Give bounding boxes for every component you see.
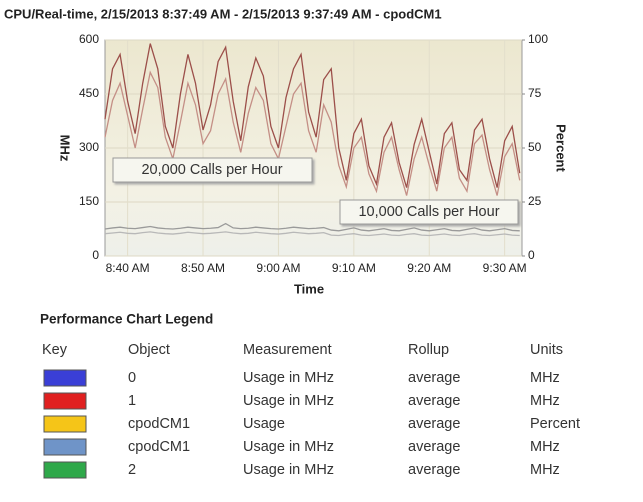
table-cell: cpodCM1 xyxy=(128,439,190,455)
table-header: Measurement xyxy=(243,342,332,358)
table-cell: Usage xyxy=(243,416,285,432)
table-cell: average xyxy=(408,370,460,386)
x-tick-label: 8:50 AM xyxy=(181,261,225,275)
table-header: Object xyxy=(128,342,170,358)
y2-tick-label: 50 xyxy=(528,140,542,154)
y2-tick-label: 100 xyxy=(528,32,548,46)
x-axis-label: Time xyxy=(294,281,324,296)
y2-tick-label: 25 xyxy=(528,194,542,208)
table-cell: average xyxy=(408,462,460,478)
table-header: Units xyxy=(530,342,563,358)
table-cell: 0 xyxy=(128,370,136,386)
y2-axis-label: Percent xyxy=(554,124,569,172)
series-line xyxy=(104,43,521,188)
y-tick-label: 300 xyxy=(79,140,99,154)
table-cell: average xyxy=(408,439,460,455)
key-swatch xyxy=(43,438,87,456)
table-cell: average xyxy=(408,393,460,409)
x-tick-label: 9:00 AM xyxy=(256,261,300,275)
table-cell: MHz xyxy=(530,439,560,455)
y2-tick-label: 0 xyxy=(528,248,535,262)
series-line xyxy=(104,222,520,232)
chart-title: CPU/Real-time, 2/15/2013 8:37:49 AM - 2/… xyxy=(4,6,442,21)
y-tick-label: 150 xyxy=(79,194,99,208)
annotation-box xyxy=(339,199,519,225)
y2-tick-label: 75 xyxy=(528,86,542,100)
table-cell: Usage in MHz xyxy=(243,393,334,409)
table-header: Rollup xyxy=(408,342,449,358)
table-cell: Usage in MHz xyxy=(243,370,334,386)
key-swatch xyxy=(43,415,87,433)
x-tick-label: 9:20 AM xyxy=(407,261,451,275)
x-tick-label: 9:10 AM xyxy=(332,261,376,275)
annotation: 10,000 Calls per Hour xyxy=(358,204,499,220)
legend-title: Performance Chart Legend xyxy=(40,312,213,327)
y-axis-label: MHz xyxy=(58,135,73,162)
y-tick-label: 0 xyxy=(92,248,99,262)
table-cell: 2 xyxy=(128,462,136,478)
x-tick-label: 9:30 AM xyxy=(483,261,527,275)
key-swatch xyxy=(43,461,87,479)
table-cell: average xyxy=(408,416,460,432)
table-cell: MHz xyxy=(530,393,560,409)
y-tick-label: 600 xyxy=(79,32,99,46)
key-swatch xyxy=(43,392,87,410)
table-header: Key xyxy=(42,342,68,358)
table-cell: Usage in MHz xyxy=(243,439,334,455)
y-tick-label: 450 xyxy=(79,86,99,100)
table-cell: Percent xyxy=(530,416,580,432)
key-swatch xyxy=(43,369,87,387)
table-cell: MHz xyxy=(530,370,560,386)
series-line xyxy=(104,231,520,237)
table-cell: 1 xyxy=(128,393,136,409)
series-line xyxy=(104,70,521,196)
table-cell: Usage in MHz xyxy=(243,462,334,478)
annotation: 20,000 Calls per Hour xyxy=(141,162,282,178)
x-tick-label: 8:40 AM xyxy=(106,261,150,275)
table-cell: MHz xyxy=(530,462,560,478)
annotation-box xyxy=(112,157,313,183)
table-cell: cpodCM1 xyxy=(128,416,190,432)
